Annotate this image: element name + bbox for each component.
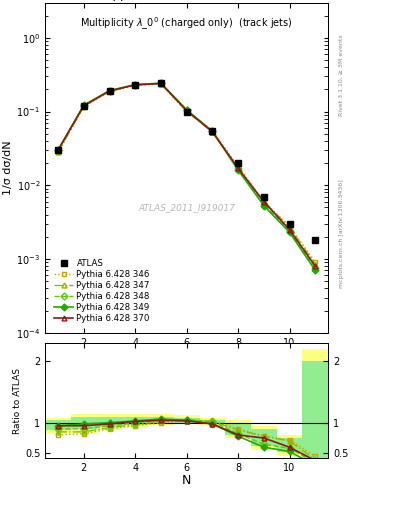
Pythia 6.428 348 <box>236 165 241 172</box>
Pythia 6.428 370 <box>287 227 292 233</box>
Pythia 6.428 346 <box>107 89 112 95</box>
Y-axis label: 1/σ dσ/dN: 1/σ dσ/dN <box>4 140 13 195</box>
ATLAS <box>313 237 318 243</box>
Pythia 6.428 348 <box>210 128 215 134</box>
Pythia 6.428 347 <box>184 109 189 115</box>
ATLAS <box>81 102 86 109</box>
Pythia 6.428 347 <box>287 224 292 230</box>
Pythia 6.428 370 <box>210 129 215 135</box>
Pythia 6.428 370 <box>81 102 86 109</box>
ATLAS <box>159 80 163 87</box>
Text: Rivet 3.1.10, ≥ 3M events: Rivet 3.1.10, ≥ 3M events <box>339 34 344 116</box>
Pythia 6.428 348 <box>159 80 163 87</box>
Text: mcplots.cern.ch [arXiv:1306.3436]: mcplots.cern.ch [arXiv:1306.3436] <box>339 179 344 288</box>
Pythia 6.428 370 <box>313 263 318 269</box>
Text: 7000 GeV pp: 7000 GeV pp <box>51 0 127 1</box>
Pythia 6.428 349 <box>81 102 86 108</box>
Pythia 6.428 370 <box>56 147 61 153</box>
Pythia 6.428 349 <box>313 267 318 273</box>
Pythia 6.428 346 <box>56 149 61 155</box>
Line: Pythia 6.428 347: Pythia 6.428 347 <box>56 81 318 267</box>
Line: ATLAS: ATLAS <box>55 80 318 243</box>
Pythia 6.428 346 <box>81 104 86 110</box>
Pythia 6.428 347 <box>133 82 138 88</box>
Text: Multiplicity $\lambda$_0$^0$ (charged only)  (track jets): Multiplicity $\lambda$_0$^0$ (charged on… <box>81 16 293 32</box>
Line: Pythia 6.428 348: Pythia 6.428 348 <box>56 81 318 271</box>
Text: Soft QCD: Soft QCD <box>269 0 323 1</box>
ATLAS <box>287 221 292 227</box>
Pythia 6.428 349 <box>287 229 292 236</box>
Legend: ATLAS, Pythia 6.428 346, Pythia 6.428 347, Pythia 6.428 348, Pythia 6.428 349, P: ATLAS, Pythia 6.428 346, Pythia 6.428 34… <box>52 257 152 325</box>
Pythia 6.428 347 <box>107 88 112 94</box>
ATLAS <box>56 147 61 153</box>
Pythia 6.428 346 <box>287 223 292 229</box>
Pythia 6.428 346 <box>236 163 241 169</box>
Pythia 6.428 348 <box>313 265 318 271</box>
Pythia 6.428 348 <box>287 228 292 234</box>
Pythia 6.428 349 <box>184 107 189 113</box>
Pythia 6.428 348 <box>261 201 266 207</box>
Pythia 6.428 346 <box>159 81 163 87</box>
ATLAS <box>107 88 112 94</box>
Pythia 6.428 346 <box>261 199 266 205</box>
Pythia 6.428 347 <box>210 129 215 135</box>
Pythia 6.428 349 <box>159 80 163 87</box>
Pythia 6.428 346 <box>210 127 215 134</box>
Pythia 6.428 370 <box>159 80 163 87</box>
Pythia 6.428 346 <box>184 109 189 115</box>
ATLAS <box>210 127 215 134</box>
Pythia 6.428 349 <box>236 167 241 173</box>
Pythia 6.428 349 <box>56 147 61 153</box>
ATLAS <box>261 194 266 200</box>
Pythia 6.428 370 <box>133 82 138 88</box>
Pythia 6.428 347 <box>56 149 61 155</box>
Pythia 6.428 370 <box>107 88 112 94</box>
Pythia 6.428 347 <box>159 81 163 87</box>
Line: Pythia 6.428 349: Pythia 6.428 349 <box>56 81 318 273</box>
Pythia 6.428 349 <box>261 203 266 209</box>
ATLAS <box>184 109 189 115</box>
Pythia 6.428 348 <box>81 102 86 109</box>
Pythia 6.428 370 <box>236 165 241 172</box>
Pythia 6.428 346 <box>133 82 138 89</box>
Pythia 6.428 347 <box>313 261 318 267</box>
Text: ATLAS_2011_I919017: ATLAS_2011_I919017 <box>138 203 235 212</box>
Pythia 6.428 348 <box>56 147 61 153</box>
ATLAS <box>133 82 138 88</box>
ATLAS <box>236 160 241 166</box>
Pythia 6.428 348 <box>133 82 138 88</box>
Pythia 6.428 349 <box>210 128 215 134</box>
Pythia 6.428 370 <box>184 108 189 114</box>
Pythia 6.428 346 <box>313 260 318 266</box>
Pythia 6.428 347 <box>236 165 241 172</box>
Pythia 6.428 370 <box>261 199 266 205</box>
Pythia 6.428 349 <box>107 88 112 94</box>
Line: Pythia 6.428 370: Pythia 6.428 370 <box>56 81 318 269</box>
Pythia 6.428 349 <box>133 81 138 88</box>
Line: Pythia 6.428 346: Pythia 6.428 346 <box>56 82 318 265</box>
Pythia 6.428 348 <box>184 107 189 113</box>
Pythia 6.428 348 <box>107 88 112 94</box>
Y-axis label: Ratio to ATLAS: Ratio to ATLAS <box>13 368 22 434</box>
X-axis label: N: N <box>182 475 191 487</box>
Pythia 6.428 347 <box>261 199 266 205</box>
Pythia 6.428 347 <box>81 103 86 109</box>
